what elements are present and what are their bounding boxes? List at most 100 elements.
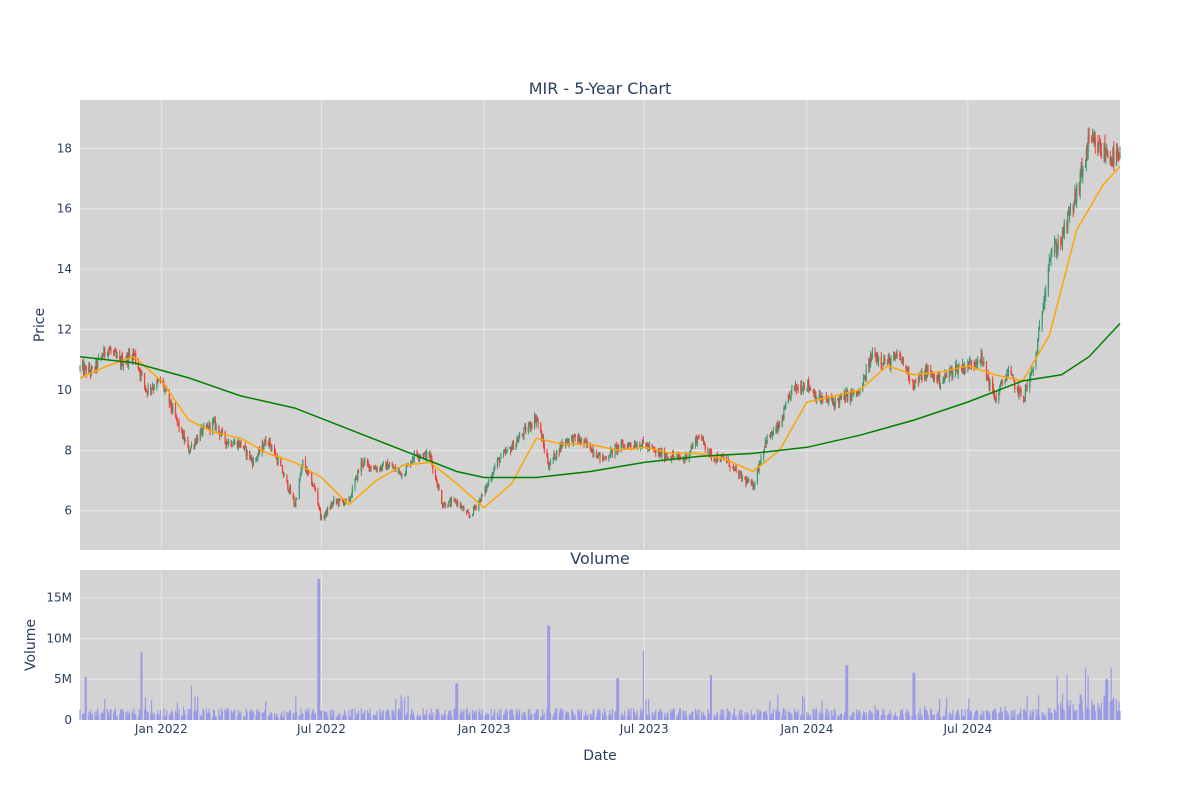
candle-body [243,445,246,449]
candle-body [788,395,790,397]
candle-body [329,508,331,510]
candle-body [655,450,657,454]
candle-body [893,355,895,359]
volume-bar [472,714,475,720]
candle-body [566,440,568,444]
volume-bar [406,712,408,720]
volume-bar [833,708,835,720]
candle-body [1038,326,1041,331]
volume-bar [252,711,254,720]
candle-body [1032,366,1034,371]
candle-body [373,467,376,470]
volume-bar [770,714,772,720]
volume-bar [172,713,174,720]
candle-body [686,454,688,460]
volume-bar [1081,699,1083,720]
candle-body [535,417,537,423]
volume-bar [908,711,910,720]
volume-bar [769,700,771,720]
candle-body [921,372,923,381]
candle-body [1103,144,1105,158]
volume-bar [561,711,563,720]
candle-body [678,455,681,459]
candle-body [657,451,659,454]
x-tick-label: Jul 2022 [296,722,346,736]
candle-body [1001,380,1003,384]
price-chart-title: MIR - 5-Year Chart [529,79,672,98]
volume-bar [465,708,468,720]
volume-bar [760,710,762,720]
candle-body [882,364,884,365]
volume-bar [534,712,537,720]
volume-bar [1043,713,1045,720]
volume-bar [522,715,524,720]
volume-bars [79,578,1121,720]
volume-bar [169,714,171,720]
volume-bar [158,714,160,720]
volume-bar [587,714,589,720]
volume-bar [159,710,162,720]
candle-body [549,459,552,466]
volume-bar [884,714,886,720]
volume-bar [725,716,728,720]
candle-body [320,516,323,519]
volume-bar [113,710,116,720]
candle-body [930,370,932,374]
volume-bar [839,713,842,720]
candle-body [226,442,228,446]
volume-bar [460,709,462,720]
candle-body [691,447,693,448]
candle-body [338,498,340,505]
candle-body [108,349,110,351]
candle-body [487,484,489,486]
candle-body [583,439,585,444]
candle-body [295,499,297,506]
candle-body [937,375,939,382]
volume-bar [1013,716,1015,720]
volume-bar [287,712,289,720]
candle-body [844,392,846,402]
candle-body [747,479,750,483]
candle-body [562,442,564,445]
volume-bar [319,710,322,720]
volume-bar [1068,707,1070,720]
candle-body [666,456,668,458]
volume-bar [931,715,934,720]
volume-bar [1099,706,1101,720]
candle-body [109,349,111,351]
candle-body [485,487,487,491]
volume-bar [138,708,140,720]
candle-body [218,425,220,432]
volume-bar [330,716,332,720]
volume-bar [295,696,297,720]
volume-bar [535,709,537,720]
candle-body [738,470,740,479]
candle-body [633,444,636,448]
volume-bar [1025,711,1027,720]
volume-bar [645,699,647,720]
candle-body [564,439,567,445]
candle-body [273,448,276,453]
volume-y-axis-label: Volume [23,619,39,671]
candle-body [797,387,799,391]
volume-bar [756,709,759,720]
volume-chart-title: Volume [570,549,630,568]
candle-body [490,478,492,482]
volume-bar [88,711,90,720]
candle-body [426,451,428,460]
volume-bar [633,711,636,720]
volume-bar [828,712,830,720]
volume-bar [856,714,858,720]
candle-body [165,388,167,390]
candle-body [356,476,358,480]
volume-bar [369,708,371,720]
candle-body [531,425,533,427]
volume-bar [983,711,985,720]
volume-bar [781,714,783,720]
candle-body [815,392,817,400]
volume-bar [261,712,263,720]
volume-bar [128,712,131,720]
volume-bar [741,715,743,720]
candle-body [764,440,766,446]
candle-body [238,441,240,447]
